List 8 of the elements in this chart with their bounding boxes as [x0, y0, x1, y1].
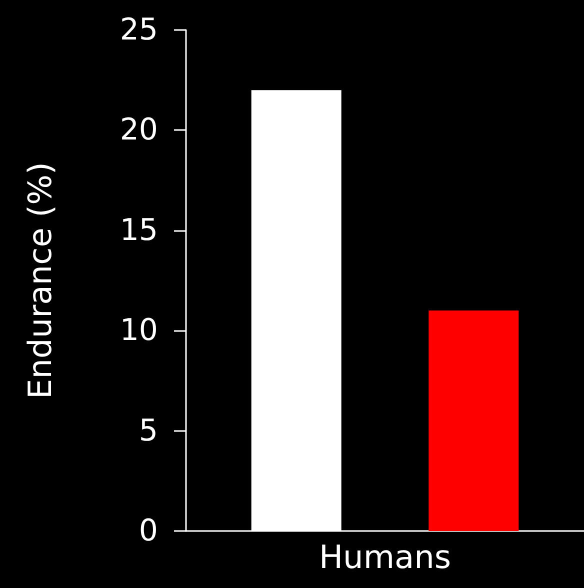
y-tick-label: 5: [138, 413, 158, 448]
y-tick-label: 10: [120, 313, 158, 348]
y-tick-label: 15: [120, 212, 158, 248]
y-tick-label: 0: [138, 514, 158, 548]
x-tick-label: Humans: [318, 538, 452, 576]
y-axis-title: Endurance (%): [21, 162, 59, 399]
y-tick-label: 25: [120, 12, 158, 48]
y-tick-label: 20: [120, 112, 158, 148]
